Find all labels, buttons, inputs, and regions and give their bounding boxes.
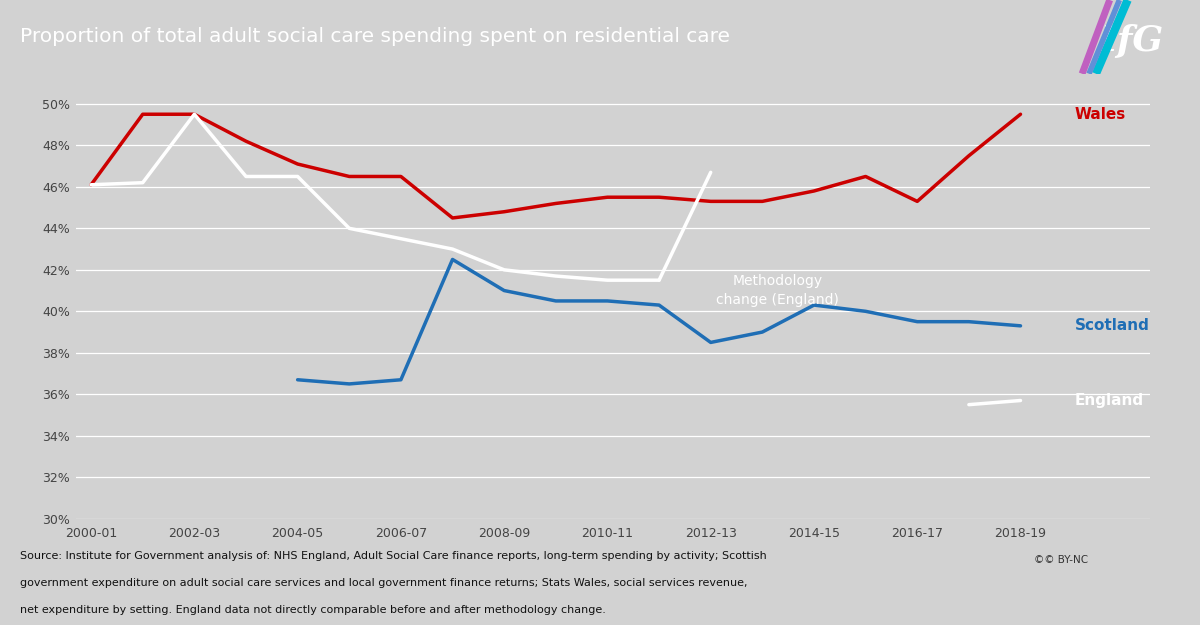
Text: Proportion of total adult social care spending spent on residential care: Proportion of total adult social care sp… [20, 28, 731, 46]
Text: ©© BY-NC: ©© BY-NC [1034, 555, 1088, 565]
Text: Methodology
change (England): Methodology change (England) [716, 274, 839, 308]
Text: Wales: Wales [1075, 107, 1126, 122]
Text: England: England [1075, 393, 1144, 408]
Text: IfG: IfG [1100, 24, 1164, 58]
Text: net expenditure by setting. England data not directly comparable before and afte: net expenditure by setting. England data… [20, 605, 606, 615]
Text: Scotland: Scotland [1075, 318, 1150, 333]
Text: Source: Institute for Government analysis of: NHS England, Adult Social Care fin: Source: Institute for Government analysi… [20, 551, 767, 561]
Text: government expenditure on adult social care services and local government financ: government expenditure on adult social c… [20, 578, 748, 588]
